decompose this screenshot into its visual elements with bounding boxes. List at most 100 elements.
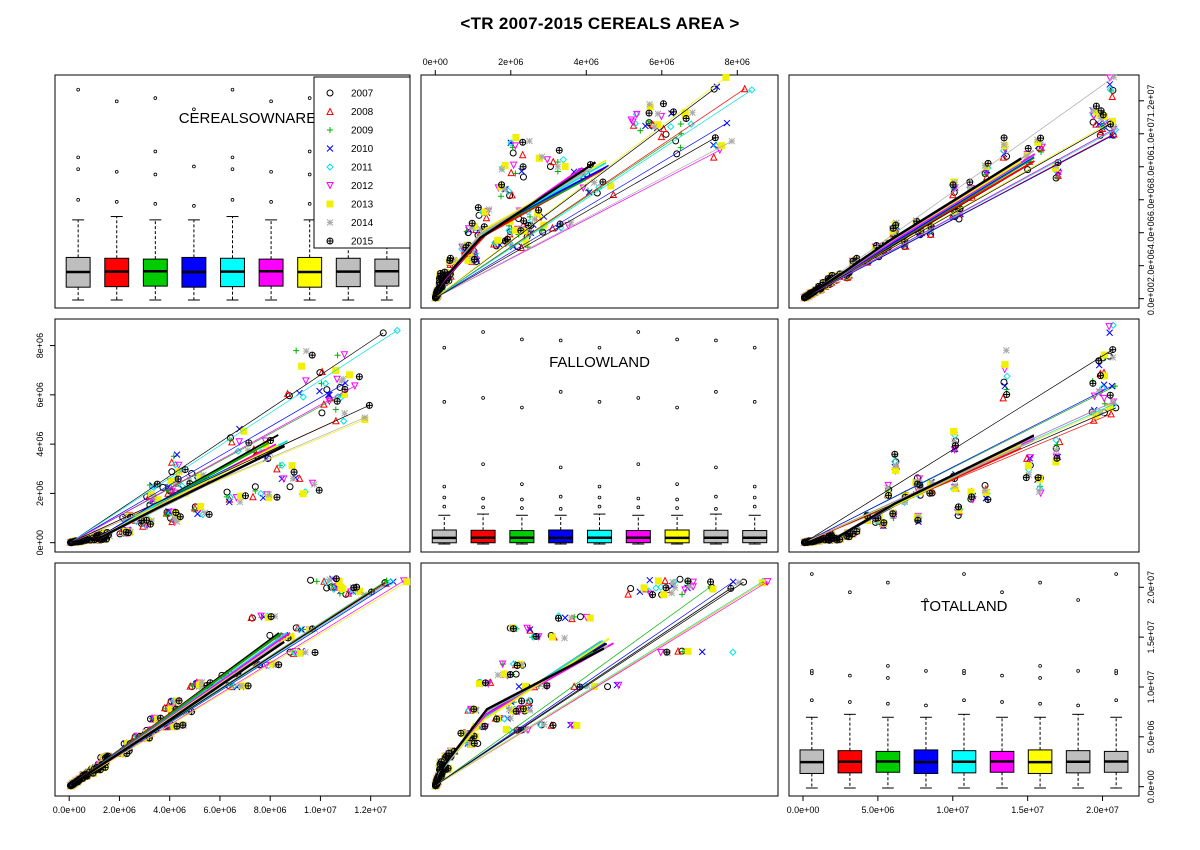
boxplot-cerealsownarea-2012 xyxy=(258,99,284,301)
point-2009 xyxy=(1054,174,1061,181)
point-2008 xyxy=(518,150,527,159)
regression-line-2010 xyxy=(804,135,1113,299)
point-2013 xyxy=(640,584,648,592)
point-2008 xyxy=(332,416,340,425)
point-2011 xyxy=(226,493,234,501)
point-2013 xyxy=(1036,475,1044,483)
boxplot-fallowland-2007 xyxy=(431,345,457,545)
regression-line-2014 xyxy=(70,417,365,543)
point-2014 xyxy=(950,206,958,214)
point-2009 xyxy=(498,193,505,200)
point-2014 xyxy=(650,123,658,131)
outlier-point xyxy=(810,698,814,702)
point-2008 xyxy=(1023,454,1031,462)
box-iqr xyxy=(142,258,168,287)
point-2009 xyxy=(645,118,652,125)
outlier-point xyxy=(675,405,679,410)
outlier-point xyxy=(192,164,196,169)
point-2015-mark xyxy=(471,256,478,263)
point-2014 xyxy=(1097,115,1105,122)
outlier-point xyxy=(481,462,485,466)
point-2012 xyxy=(340,351,349,359)
point-2015-mark xyxy=(356,373,363,380)
x-tick-label-totalland-2: 1.0e+07 xyxy=(936,805,969,815)
outlier-point xyxy=(230,87,235,92)
point-2015-mark xyxy=(1093,103,1100,110)
point-2009 xyxy=(538,227,545,234)
outlier-point xyxy=(192,204,196,208)
point-2008 xyxy=(1108,92,1117,101)
outlier-point xyxy=(558,390,563,394)
regression-line-2011 xyxy=(70,330,398,543)
y-tick-label-totalland-0: 0.0e+00 xyxy=(1146,770,1156,803)
boxplot-cerealsownarea-2013 xyxy=(297,96,323,301)
point-2015-mark xyxy=(437,272,444,279)
boxplot-totalland-2007 xyxy=(799,572,825,789)
point-2015-mark xyxy=(660,100,667,107)
point-2014 xyxy=(526,137,533,145)
y-tick-label-fallowland-2: 4e+06 xyxy=(35,431,45,456)
scatter-panel-fallowland-vs-cerealsownarea xyxy=(66,326,401,547)
boxplot-totalland-2014 xyxy=(1065,598,1091,789)
point-2009 xyxy=(332,406,339,413)
point-2014 xyxy=(171,514,178,522)
regression-line-2007 xyxy=(435,88,715,299)
outlier-point xyxy=(675,337,679,342)
point-2008 xyxy=(549,157,558,166)
point-2009 xyxy=(1038,148,1045,155)
y-tick-label-cerealsownarea-3: 6.0e+06 xyxy=(1146,183,1156,216)
point-2015-mark xyxy=(242,492,249,499)
boxplot-totalland-2012 xyxy=(989,590,1015,789)
outlier-point xyxy=(442,495,447,500)
point-2015-mark xyxy=(469,220,476,227)
outlier-point xyxy=(810,668,814,673)
box-iqr xyxy=(548,529,574,544)
point-2014 xyxy=(477,225,485,233)
point-2011 xyxy=(1106,85,1115,94)
outlier-point xyxy=(714,390,718,394)
point-2010 xyxy=(698,648,706,656)
outlier-point xyxy=(1076,598,1080,602)
point-2014 xyxy=(590,179,598,186)
point-2013 xyxy=(561,162,569,170)
point-2014 xyxy=(501,185,508,193)
point-2007 xyxy=(379,329,387,337)
outlier-point xyxy=(269,200,273,204)
regression-line-2015 xyxy=(435,137,716,299)
point-2008 xyxy=(168,517,176,526)
outlier-point xyxy=(810,572,814,576)
outlier-point xyxy=(558,494,563,499)
regression-line-2015 xyxy=(70,405,370,543)
point-2015-mark xyxy=(462,244,469,251)
regression-line-2012 xyxy=(804,129,1114,298)
point-2007 xyxy=(512,670,520,678)
y-tick-label-cerealsownarea-2: 4.0e+06 xyxy=(1146,216,1156,249)
point-2008 xyxy=(624,590,632,598)
point-2015-mark xyxy=(985,160,992,167)
point-2013 xyxy=(512,133,520,141)
point-2007 xyxy=(539,228,547,236)
outlier-point xyxy=(962,698,966,702)
x-tick-label-fallowland-1: 2e+06 xyxy=(498,57,523,67)
regression-line-2013 xyxy=(70,581,407,786)
point-2008 xyxy=(657,132,666,141)
point-2011 xyxy=(299,393,307,401)
point-2014 xyxy=(469,247,476,255)
point-2008 xyxy=(507,168,516,177)
boxplot-totalland-2008 xyxy=(837,590,863,789)
point-2012 xyxy=(657,112,666,121)
point-2007 xyxy=(318,409,326,417)
outlier-point xyxy=(520,506,524,510)
point-2012 xyxy=(509,161,518,170)
y-tick-label-fallowland-3: 6e+06 xyxy=(35,382,45,407)
x-tick-label-cerealsownarea-2: 4.0e+06 xyxy=(153,805,186,815)
boxplot-totalland-2013 xyxy=(1027,580,1053,789)
point-2009 xyxy=(313,578,320,585)
y-tick-label-cerealsownarea-5: 1.0e+07 xyxy=(1146,117,1156,150)
point-2014 xyxy=(302,648,309,656)
outlier-point xyxy=(848,700,852,704)
point-2014 xyxy=(173,518,181,525)
x-tick-label-fallowland-2: 4e+06 xyxy=(574,57,599,67)
point-2012 xyxy=(1038,143,1046,152)
y-tick-label-cerealsownarea-0: 0.0e+00 xyxy=(1146,282,1156,315)
